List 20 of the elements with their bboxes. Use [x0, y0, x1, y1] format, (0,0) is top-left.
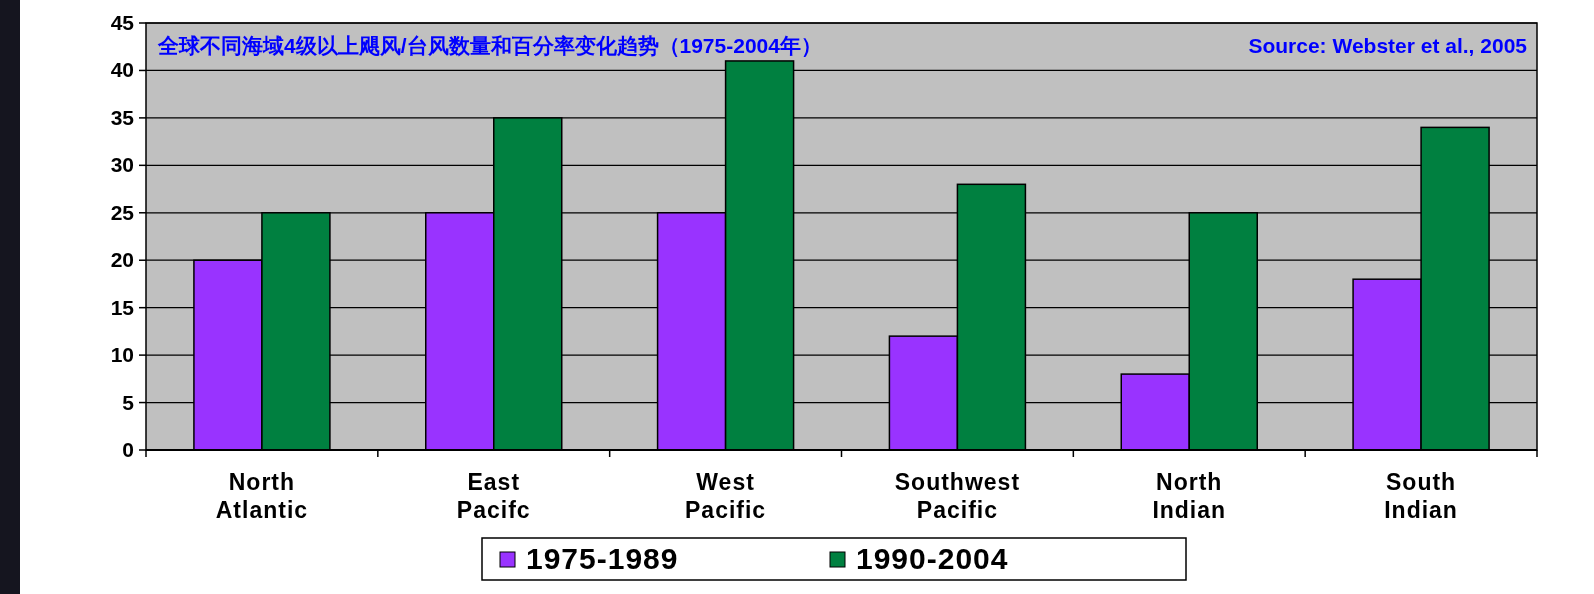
x-tick-label: North Indian	[1152, 469, 1227, 523]
y-tick-label: 15	[110, 295, 135, 319]
x-tick-label: East Pacifc	[456, 469, 531, 523]
text: 全球不同海域4级以上飓风/台风数量和百分率变化趋势（1975-2004年）	[157, 34, 822, 57]
y-tick-label: 40	[110, 58, 134, 82]
y-tick-label: 45	[110, 11, 135, 34]
y-tick-label: 20	[110, 248, 134, 272]
x-tick-label: Southwest Pacific	[894, 469, 1021, 523]
x-tick-label: South Indian	[1384, 469, 1458, 523]
y-tick-label: 25	[110, 200, 135, 224]
y-tick-label: 5	[122, 390, 135, 414]
annotation: Source: Webster et al., 2005	[1248, 34, 1528, 57]
y-tick-label: 35	[110, 105, 135, 129]
y-tick-label: 0	[122, 438, 134, 461]
x-tick-label: North Atlantic	[215, 469, 309, 523]
legend-label: 1975-1989	[526, 542, 679, 575]
y-tick-label: 10	[110, 343, 134, 367]
legend-label: 1990-2004	[856, 542, 1009, 575]
x-tick-label: West Pacific	[685, 469, 767, 523]
y-tick-label: 30	[110, 153, 134, 177]
